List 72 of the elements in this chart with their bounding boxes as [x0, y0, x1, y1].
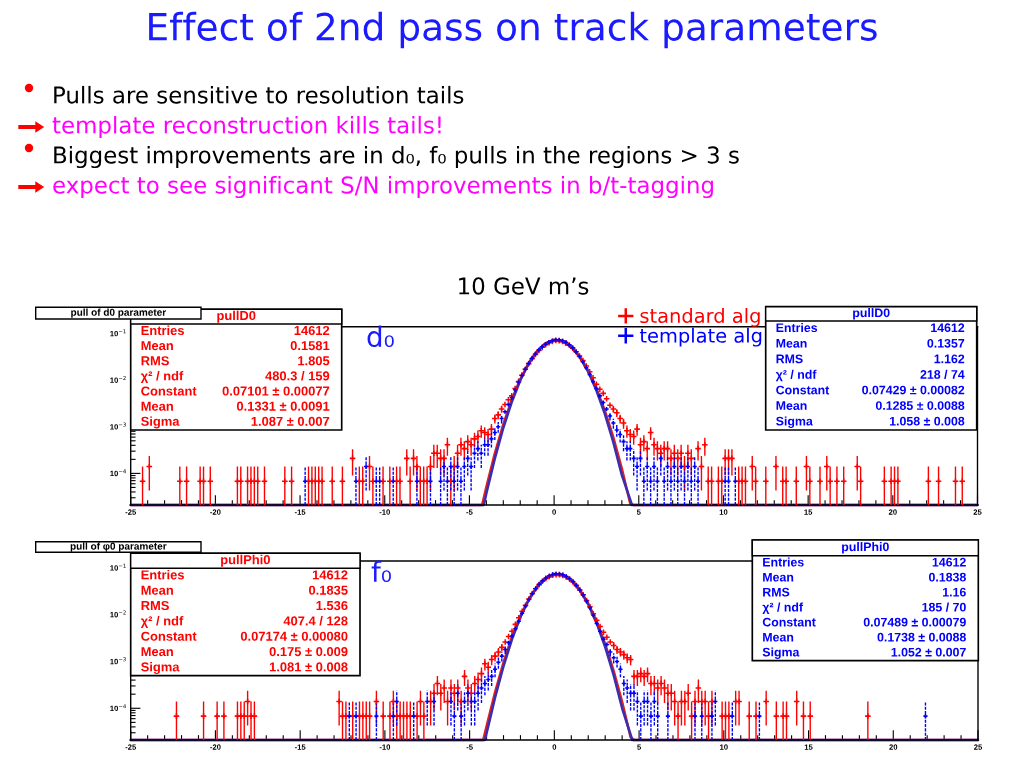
- annotation: 1.058 ± 0.008: [889, 416, 965, 426]
- annotation: Entries: [141, 569, 184, 580]
- chart-title: pull of d0 parameter: [71, 308, 166, 318]
- annotation: Mean: [141, 341, 173, 351]
- annotation: Mean: [763, 632, 794, 642]
- annotation: Constant: [141, 631, 197, 641]
- annotation: Entries: [776, 323, 818, 333]
- annotation: Constant: [762, 617, 816, 627]
- annotation: Entries: [763, 557, 804, 567]
- annotation: RMS: [763, 587, 790, 597]
- annotation: Constant: [141, 386, 197, 396]
- annotation: pullPhi0: [221, 554, 270, 567]
- annotation: 14612: [932, 557, 966, 567]
- legend-label: template alg: [639, 327, 762, 347]
- annotation: 185 / 70: [922, 602, 966, 612]
- text: template reconstruction kills tails!: [52, 115, 441, 139]
- annotation: 0.07101 ± 0.00077: [222, 386, 330, 396]
- annotation: χ² / ndf: [775, 369, 817, 382]
- annotation: 0.1838: [928, 572, 966, 582]
- annotation: 0.1835: [309, 585, 348, 595]
- text: pullPhi0: [842, 542, 889, 554]
- annotation: Mean: [141, 401, 173, 411]
- text: Effect of 2nd pass on track parameters: [149, 11, 877, 49]
- annotation: 480.3 / 159: [265, 370, 330, 381]
- annotation: d₀: [367, 325, 394, 348]
- annotation: 407.4 / 128: [283, 615, 348, 626]
- annotation: 0.1357: [927, 338, 965, 348]
- text: Biggest improvements are in d₀, f₀ pulls in the regions > 3 s: [54, 145, 739, 169]
- annotation: 0.1331 ± 0.0091: [236, 401, 330, 411]
- annotation: χ² / ndf: [140, 615, 184, 629]
- annotation: Sigma: [141, 661, 180, 675]
- text: pullD0: [853, 308, 890, 320]
- annotation: 0.1285 ± 0.0088: [875, 401, 965, 410]
- annotation: 0.175 ± 0.009: [269, 647, 348, 657]
- text: 10 GeV m’s: [459, 277, 589, 295]
- legend-label: standard alg: [640, 308, 760, 327]
- annotation: RMS: [141, 600, 169, 611]
- annotation: f₀: [371, 560, 391, 582]
- annotation: 1.536: [316, 600, 348, 611]
- annotation: χ² / ndf: [762, 602, 804, 614]
- annotation: 1.805: [298, 356, 330, 366]
- annotation: Sigma: [776, 416, 813, 428]
- annotation: 14612: [312, 570, 348, 580]
- annotation: 1.087 ± 0.007: [251, 416, 330, 426]
- annotation: Sigma: [141, 416, 180, 429]
- annotation: Mean: [763, 572, 794, 582]
- annotation: 1.162: [934, 354, 965, 364]
- annotation: Mean: [141, 647, 173, 657]
- annotation: RMS: [141, 356, 169, 366]
- annotation: 1.081 ± 0.008: [269, 662, 348, 672]
- text: expect to see significant S/N improvements in b/t-tagging: [53, 175, 713, 199]
- annotation: 0.1581: [290, 341, 330, 351]
- annotation: 218 / 74: [920, 369, 965, 379]
- text: Pulls are sensitive to resolution tails: [54, 85, 464, 104]
- text: pullD0: [217, 310, 256, 323]
- annotation: Sigma: [762, 647, 800, 659]
- annotation: Mean: [141, 585, 173, 595]
- annotation: Mean: [776, 339, 807, 348]
- chart-title: pull of φ0 parameter: [70, 542, 167, 552]
- annotation: 1.16: [943, 587, 966, 597]
- annotation: Entries: [141, 325, 184, 336]
- annotation: χ² / ndf: [140, 370, 184, 384]
- annotation: Constant: [776, 385, 830, 395]
- annotation: RMS: [776, 354, 803, 364]
- annotation: Mean: [776, 401, 807, 410]
- annotation: 0.1738 ± 0.0088: [877, 632, 966, 642]
- annotation: 0.07489 ± 0.00079: [863, 617, 966, 627]
- annotation: 14612: [931, 323, 965, 333]
- annotation: 0.07174 ± 0.00080: [240, 631, 348, 641]
- annotation: 1.052 ± 0.007: [891, 647, 966, 657]
- annotation: 14612: [294, 325, 330, 336]
- annotation: 0.07429 ± 0.00082: [862, 385, 965, 395]
